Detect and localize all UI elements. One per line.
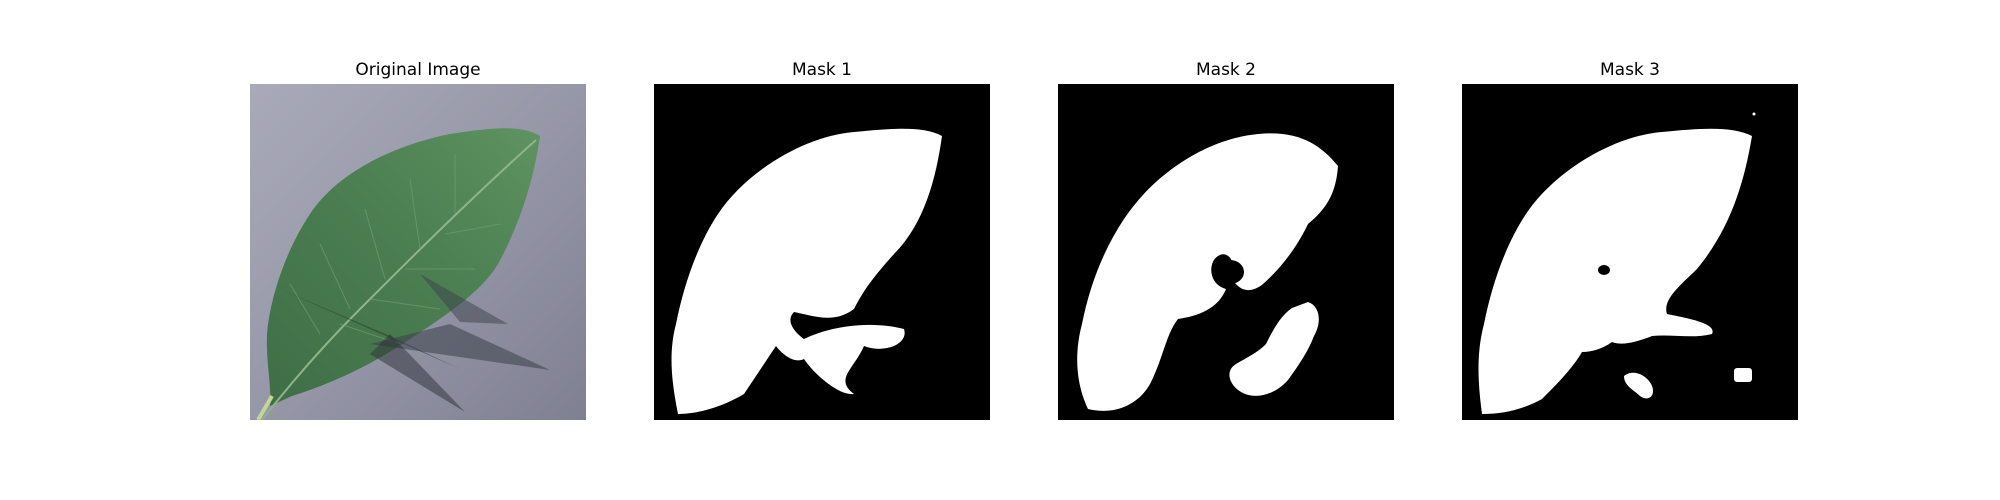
original-leaf-photo bbox=[250, 84, 586, 420]
panel-mask-3: Mask 3 bbox=[1462, 0, 1798, 500]
panel-original-image: Original Image bbox=[250, 0, 586, 500]
panel-title: Original Image bbox=[250, 58, 586, 82]
panel-title: Mask 3 bbox=[1462, 58, 1798, 82]
mask-3-image bbox=[1462, 84, 1798, 420]
mask-2-image bbox=[1058, 84, 1394, 420]
panel-mask-2: Mask 2 bbox=[1058, 0, 1394, 500]
mask-1-image bbox=[654, 84, 990, 420]
panel-title: Mask 1 bbox=[654, 58, 990, 82]
panel-mask-1: Mask 1 bbox=[654, 0, 990, 500]
panel-title: Mask 2 bbox=[1058, 58, 1394, 82]
